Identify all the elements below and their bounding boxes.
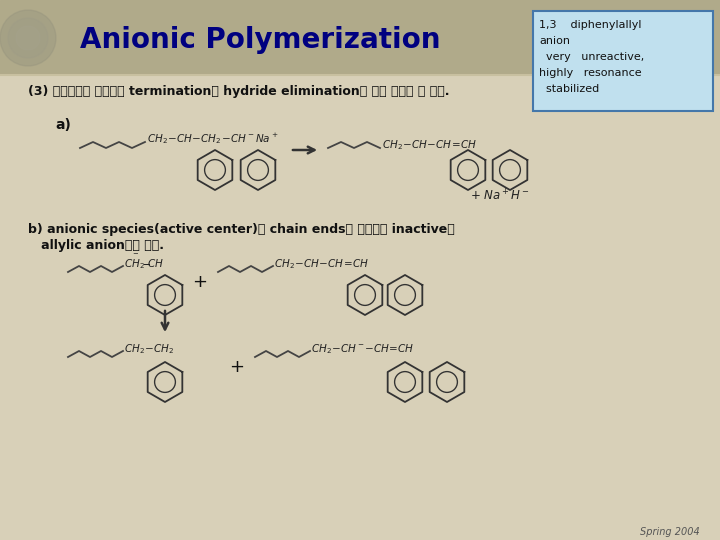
Bar [0,75,720,540]
Text: stabilized: stabilized [539,84,599,94]
Text: $^-$: $^-$ [131,251,140,261]
Text: anion: anion [539,36,570,46]
Text: $CH_2\!-\!CH_2$: $CH_2\!-\!CH_2$ [124,342,174,356]
Text: $+\ Na^+H^-$: $+\ Na^+H^-$ [470,188,530,204]
FancyBboxPatch shape [533,11,713,111]
Circle shape [16,26,40,50]
Text: (3) 불순물들이 없더라도 termination은 hydride elimination에 의해 일어날 수 있다.: (3) 불순물들이 없더라도 termination은 hydride elim… [28,85,449,98]
Text: +: + [192,273,207,291]
Text: +: + [230,358,245,376]
Text: Anionic Polymerization: Anionic Polymerization [80,26,441,54]
Text: b) anionic species(active center)가 chain ends와 반응하여 inactive한: b) anionic species(active center)가 chain… [28,224,455,237]
Text: 1,3    diphenylallyl: 1,3 diphenylallyl [539,20,642,30]
Text: $CH_2\!-\!CH^-\!\!-\!CH\!=\!CH$: $CH_2\!-\!CH^-\!\!-\!CH\!=\!CH$ [311,342,414,356]
Text: $CH_2\!-\!CH\!-\!CH_2\!-\!CH^-Na^+$: $CH_2\!-\!CH\!-\!CH_2\!-\!CH^-Na^+$ [147,132,279,146]
Text: Spring 2004: Spring 2004 [640,527,700,537]
Text: very   unreactive,: very unreactive, [539,52,644,62]
Text: highly   resonance: highly resonance [539,68,642,78]
Text: $CH_2\!-\!CH\!-\!CH\!=\!CH$: $CH_2\!-\!CH\!-\!CH\!=\!CH$ [382,138,477,152]
Bar [0,0,720,75]
Text: a): a) [55,118,71,132]
Text: allylic anion들을 생성.: allylic anion들을 생성. [28,239,164,252]
Text: $CH_2\!-\!CH\!-\!CH\!=\!CH$: $CH_2\!-\!CH\!-\!CH\!=\!CH$ [274,257,369,271]
Circle shape [8,18,48,58]
Text: $CH_2\overline{\ }CH$: $CH_2\overline{\ }CH$ [124,257,164,271]
Circle shape [0,10,56,66]
